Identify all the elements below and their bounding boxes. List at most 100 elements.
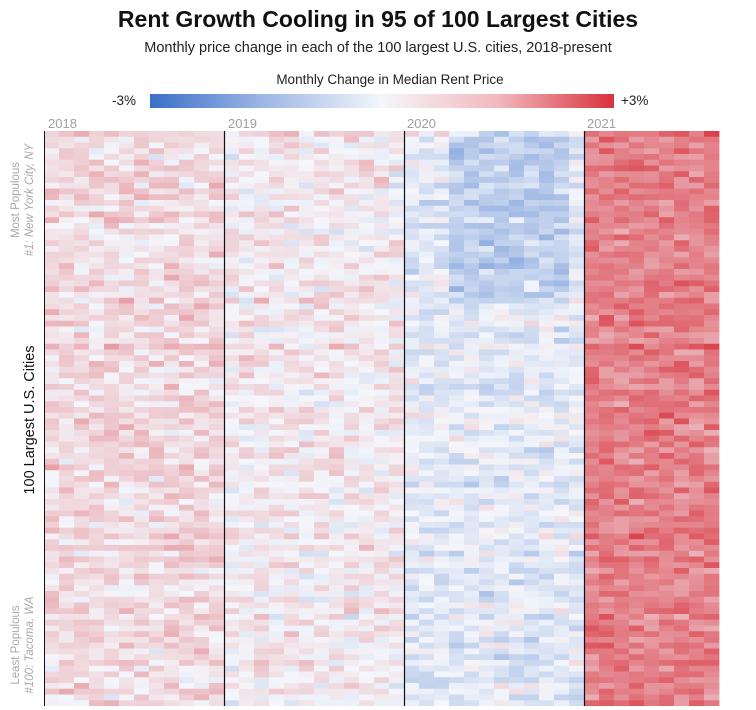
heatmap-cell [254, 551, 269, 557]
heatmap-cell [194, 562, 209, 568]
heatmap-cell [434, 177, 449, 183]
heatmap-cell [479, 557, 494, 563]
heatmap-cell [329, 332, 344, 338]
heatmap-cell [239, 252, 254, 258]
heatmap-cell [119, 269, 134, 275]
heatmap-cell [299, 235, 314, 241]
heatmap-cell [164, 419, 179, 425]
heatmap-cell [269, 263, 284, 269]
heatmap-cell [509, 695, 524, 701]
heatmap-cell [629, 683, 644, 689]
heatmap-cell [89, 189, 104, 195]
heatmap-cell [374, 654, 389, 660]
heatmap-cell [644, 499, 659, 505]
heatmap-cell [404, 350, 419, 356]
heatmap-cell [554, 545, 569, 551]
heatmap-cell [554, 660, 569, 666]
heatmap-cell [179, 516, 194, 522]
heatmap-cell [374, 631, 389, 637]
heatmap-cell [254, 401, 269, 407]
heatmap-cell [419, 447, 434, 453]
heatmap-cell [44, 585, 59, 591]
heatmap-cell [134, 235, 149, 241]
heatmap-cell [494, 183, 509, 189]
heatmap-cell [74, 350, 89, 356]
heatmap-cell [554, 298, 569, 304]
heatmap-cell [419, 562, 434, 568]
heatmap-cell [449, 528, 464, 534]
heatmap-cell [644, 419, 659, 425]
heatmap-cell [584, 585, 599, 591]
heatmap-cell [689, 597, 704, 603]
heatmap-cell [89, 160, 104, 166]
heatmap-cell [659, 396, 674, 402]
heatmap-cell [464, 286, 479, 292]
heatmap-cell [554, 442, 569, 448]
heatmap-cell [239, 263, 254, 269]
heatmap-cell [644, 470, 659, 476]
heatmap-cell [419, 493, 434, 499]
heatmap-cell [659, 608, 674, 614]
heatmap-cell [629, 689, 644, 695]
heatmap-cell [224, 321, 239, 327]
heatmap-cell [524, 522, 539, 528]
heatmap-cell [269, 620, 284, 626]
heatmap-cell [389, 557, 404, 563]
heatmap-cell [134, 470, 149, 476]
heatmap-cell [149, 327, 164, 333]
heatmap-cell [539, 332, 554, 338]
heatmap-cell [314, 695, 329, 701]
heatmap-cell [524, 442, 539, 448]
heatmap-cell [239, 367, 254, 373]
heatmap-cell [509, 580, 524, 586]
heatmap-cell [209, 660, 224, 666]
heatmap-cell [284, 551, 299, 557]
heatmap-cell [329, 235, 344, 241]
heatmap-cell [254, 511, 269, 517]
heatmap-cell [704, 183, 719, 189]
heatmap-cell [149, 666, 164, 672]
heatmap-cell [479, 591, 494, 597]
heatmap-cell [314, 154, 329, 160]
heatmap-cell [359, 367, 374, 373]
heatmap-cell [149, 459, 164, 465]
heatmap-cell [449, 660, 464, 666]
heatmap-cell [104, 223, 119, 229]
heatmap-cell [164, 505, 179, 511]
heatmap-cell [149, 148, 164, 154]
heatmap-cell [434, 585, 449, 591]
heatmap-cell [209, 637, 224, 643]
heatmap-cell [689, 292, 704, 298]
heatmap-cell [434, 160, 449, 166]
heatmap-cell [59, 683, 74, 689]
heatmap-cell [389, 355, 404, 361]
heatmap-cell [659, 470, 674, 476]
heatmap-cell [584, 419, 599, 425]
heatmap-cell [329, 591, 344, 597]
heatmap-cell [194, 465, 209, 471]
heatmap-cell [299, 476, 314, 482]
heatmap-cell [239, 413, 254, 419]
heatmap-cell [344, 189, 359, 195]
heatmap-cell [59, 631, 74, 637]
heatmap-cell [689, 223, 704, 229]
heatmap-cell [419, 177, 434, 183]
heatmap-cell [194, 355, 209, 361]
heatmap-cell [74, 522, 89, 528]
heatmap-cell [314, 390, 329, 396]
heatmap-cell [479, 229, 494, 235]
heatmap-cell [689, 275, 704, 281]
heatmap-cell [434, 695, 449, 701]
heatmap-cell [194, 551, 209, 557]
heatmap-cell [569, 367, 584, 373]
heatmap-cell [104, 396, 119, 402]
heatmap-cell [284, 591, 299, 597]
heatmap-cell [554, 643, 569, 649]
heatmap-cell [689, 430, 704, 436]
heatmap-cell [644, 148, 659, 154]
heatmap-cell [464, 350, 479, 356]
heatmap-cell [479, 453, 494, 459]
heatmap-cell [524, 315, 539, 321]
heatmap-cell [569, 148, 584, 154]
heatmap-cell [374, 436, 389, 442]
